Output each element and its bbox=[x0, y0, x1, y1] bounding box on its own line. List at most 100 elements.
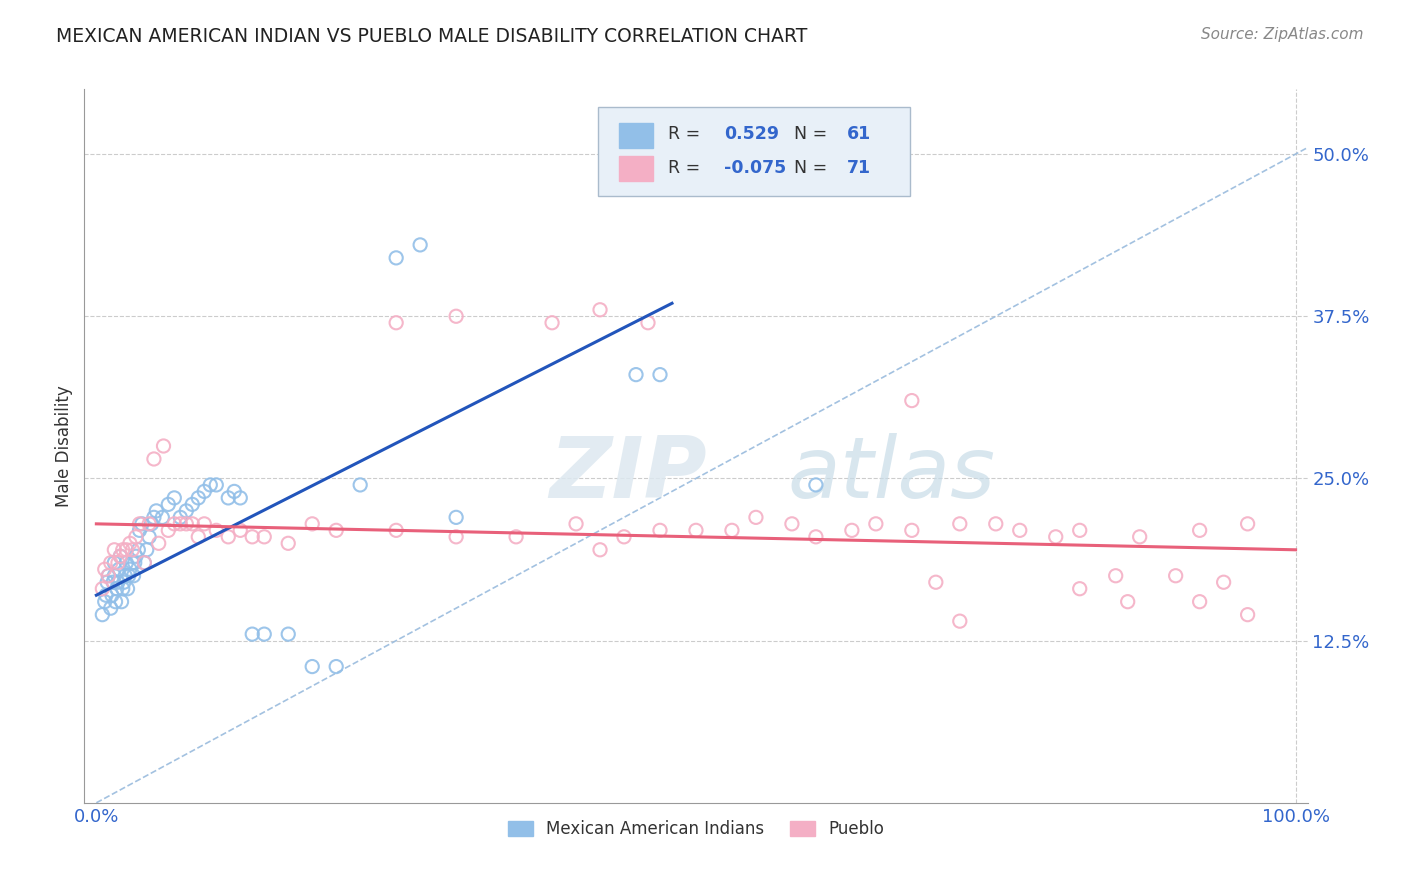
Point bbox=[240, 530, 263, 544]
Point bbox=[134, 556, 156, 570]
Point bbox=[103, 568, 125, 582]
Point bbox=[169, 510, 191, 524]
Point bbox=[1236, 607, 1258, 622]
Point bbox=[101, 575, 124, 590]
Point bbox=[648, 524, 671, 538]
Point bbox=[1105, 568, 1128, 582]
Y-axis label: Male Disability: Male Disability bbox=[55, 385, 73, 507]
Text: -0.075: -0.075 bbox=[724, 159, 786, 177]
Point bbox=[125, 530, 148, 544]
Point bbox=[163, 516, 186, 531]
Point bbox=[105, 582, 128, 596]
Point bbox=[648, 368, 671, 382]
Point bbox=[385, 316, 408, 330]
Point bbox=[901, 393, 924, 408]
Point bbox=[110, 549, 132, 564]
Text: 61: 61 bbox=[846, 125, 870, 143]
Point bbox=[1164, 568, 1187, 582]
FancyBboxPatch shape bbox=[598, 107, 910, 196]
Point bbox=[93, 562, 117, 576]
Point bbox=[277, 536, 299, 550]
Text: 0.529: 0.529 bbox=[724, 125, 779, 143]
Point bbox=[174, 504, 197, 518]
Point bbox=[103, 556, 125, 570]
Point bbox=[134, 556, 156, 570]
Point bbox=[1188, 595, 1211, 609]
Point bbox=[505, 530, 527, 544]
Point bbox=[804, 478, 827, 492]
Point bbox=[841, 524, 863, 538]
Text: R =: R = bbox=[668, 159, 706, 177]
Point bbox=[1236, 516, 1258, 531]
Point bbox=[444, 310, 467, 324]
Point bbox=[157, 524, 180, 538]
Point bbox=[277, 627, 299, 641]
Point bbox=[117, 582, 139, 596]
Point bbox=[301, 516, 323, 531]
Point bbox=[224, 484, 246, 499]
Point bbox=[187, 530, 209, 544]
Point bbox=[865, 516, 887, 531]
Point bbox=[444, 510, 467, 524]
Point bbox=[101, 588, 124, 602]
Point bbox=[624, 368, 647, 382]
Point bbox=[984, 516, 1007, 531]
Point bbox=[1212, 575, 1234, 590]
Point bbox=[97, 568, 120, 582]
Point bbox=[409, 238, 432, 252]
Point bbox=[589, 542, 612, 557]
Point bbox=[949, 614, 972, 628]
Point bbox=[163, 491, 186, 505]
Point bbox=[1069, 524, 1091, 538]
Bar bbox=[619, 123, 654, 148]
Point bbox=[94, 588, 117, 602]
Point bbox=[541, 316, 564, 330]
Point bbox=[148, 536, 170, 550]
Point bbox=[135, 542, 157, 557]
Text: ZIP: ZIP bbox=[550, 433, 707, 516]
Text: N =: N = bbox=[794, 125, 832, 143]
Point bbox=[349, 478, 371, 492]
Bar bbox=[619, 155, 654, 181]
Legend: Mexican American Indians, Pueblo: Mexican American Indians, Pueblo bbox=[502, 814, 890, 845]
Point bbox=[174, 516, 197, 531]
Point bbox=[107, 556, 129, 570]
Point bbox=[112, 575, 135, 590]
Text: atlas: atlas bbox=[787, 433, 995, 516]
Point bbox=[205, 478, 228, 492]
Point bbox=[118, 568, 141, 582]
Point bbox=[217, 491, 239, 505]
Point bbox=[122, 568, 145, 582]
Point bbox=[721, 524, 744, 538]
Point bbox=[104, 595, 127, 609]
Point bbox=[100, 601, 122, 615]
Point bbox=[157, 497, 180, 511]
Point bbox=[444, 530, 467, 544]
Point bbox=[125, 549, 148, 564]
Point bbox=[118, 562, 141, 576]
Point bbox=[240, 627, 263, 641]
Point bbox=[91, 607, 114, 622]
Text: N =: N = bbox=[794, 159, 832, 177]
Point bbox=[150, 510, 173, 524]
Point bbox=[127, 542, 149, 557]
Point bbox=[110, 595, 132, 609]
Point bbox=[325, 659, 347, 673]
Point bbox=[229, 491, 252, 505]
Point bbox=[901, 524, 924, 538]
Point bbox=[110, 549, 132, 564]
Point bbox=[131, 516, 153, 531]
Point bbox=[91, 582, 114, 596]
Point bbox=[169, 516, 191, 531]
Text: Source: ZipAtlas.com: Source: ZipAtlas.com bbox=[1201, 27, 1364, 42]
Point bbox=[325, 524, 347, 538]
Point bbox=[1045, 530, 1067, 544]
Point bbox=[114, 568, 136, 582]
Text: MEXICAN AMERICAN INDIAN VS PUEBLO MALE DISABILITY CORRELATION CHART: MEXICAN AMERICAN INDIAN VS PUEBLO MALE D… bbox=[56, 27, 807, 45]
Text: R =: R = bbox=[668, 125, 706, 143]
Point bbox=[780, 516, 803, 531]
Point bbox=[107, 575, 129, 590]
Point bbox=[93, 595, 117, 609]
Point bbox=[925, 575, 948, 590]
Point bbox=[152, 439, 174, 453]
